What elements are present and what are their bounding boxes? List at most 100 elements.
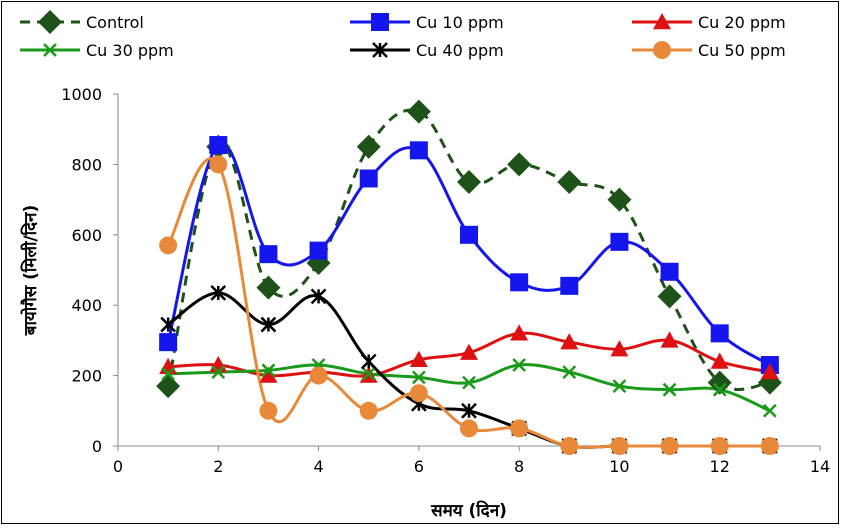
data-point — [507, 152, 532, 177]
legend-item: Cu 40 ppm — [350, 41, 504, 60]
data-point — [461, 402, 477, 419]
legend-marker — [43, 43, 57, 57]
series-line-1 — [166, 141, 771, 367]
data-point — [607, 187, 632, 212]
series-lines — [166, 108, 771, 449]
data-point — [256, 275, 281, 300]
x-tick-label: 2 — [213, 457, 223, 476]
data-point — [760, 363, 779, 380]
data-point — [259, 401, 278, 420]
data-point — [211, 365, 226, 379]
data-point — [760, 437, 779, 455]
data-point — [209, 136, 228, 155]
legend-marker — [653, 41, 671, 59]
data-point — [259, 245, 278, 264]
data-point — [612, 379, 627, 394]
data-point — [161, 366, 176, 381]
data-point — [457, 170, 481, 194]
legend-label: Cu 10 ppm — [416, 13, 504, 32]
data-point — [259, 366, 278, 383]
x-axis-label: समय (दिन) — [430, 500, 507, 521]
data-point — [557, 170, 582, 194]
x-tick-label: 4 — [313, 457, 323, 476]
data-point — [261, 363, 276, 378]
legend-label: Cu 30 ppm — [86, 41, 174, 60]
data-point — [210, 284, 227, 301]
series-line-0 — [166, 108, 771, 391]
legend-item: Cu 30 ppm — [20, 41, 174, 60]
x-tick-label: 12 — [710, 457, 730, 476]
x-tick-label: 10 — [609, 457, 629, 476]
legend-marker — [653, 13, 671, 30]
data-point — [562, 365, 577, 379]
legend-item: Cu 10 ppm — [350, 13, 504, 32]
data-point — [460, 343, 478, 360]
data-point — [610, 232, 629, 251]
y-ticks: 0 200 400 600 800 1000 — [61, 85, 118, 456]
x-tick-label: 8 — [514, 457, 524, 476]
data-point — [310, 288, 327, 305]
y-axis-label: बायोगैस (मिली/दिन) — [20, 205, 41, 336]
y-tick-label: 400 — [71, 296, 102, 315]
data-point — [356, 134, 381, 159]
legend-marker — [372, 42, 388, 58]
data-point — [510, 273, 529, 292]
data-point — [361, 366, 376, 381]
data-point — [710, 437, 729, 455]
legend-item: Control — [20, 10, 144, 34]
data-point — [712, 382, 727, 397]
data-point — [610, 437, 629, 455]
legend-label: Cu 50 ppm — [698, 41, 786, 60]
data-point — [510, 419, 529, 438]
data-point — [209, 155, 228, 174]
data-point — [462, 375, 476, 390]
y-tick-label: 1000 — [61, 85, 102, 104]
legend-item: Cu 20 ppm — [632, 13, 786, 32]
data-point — [156, 374, 181, 399]
legend-label: Control — [86, 13, 144, 32]
data-point — [409, 350, 428, 367]
data-point — [660, 331, 679, 348]
data-point — [360, 353, 377, 370]
data-point — [560, 437, 579, 455]
data-point — [409, 384, 428, 403]
x-tick-label: 14 — [810, 457, 830, 476]
data-point — [159, 236, 178, 255]
data-point — [710, 352, 729, 369]
data-point — [660, 437, 679, 455]
data-point — [657, 284, 682, 309]
data-point — [460, 419, 478, 438]
data-point — [411, 370, 426, 385]
y-tick-label: 200 — [71, 367, 102, 386]
legend-marker — [371, 13, 389, 31]
y-tick-label: 0 — [92, 437, 102, 456]
x-tick-label: 6 — [414, 457, 424, 476]
data-point — [359, 169, 378, 188]
legend-label: Cu 20 ppm — [698, 13, 786, 32]
data-point — [359, 401, 378, 420]
legend-marker — [38, 10, 62, 34]
data-point — [660, 262, 679, 281]
data-point — [260, 316, 277, 333]
data-point — [510, 324, 529, 341]
legend-label: Cu 40 ppm — [416, 41, 504, 60]
data-point — [309, 366, 328, 385]
data-point — [309, 241, 328, 260]
data-point — [762, 403, 777, 418]
data-point — [159, 333, 178, 352]
data-point — [512, 358, 527, 372]
data-point — [160, 316, 177, 333]
data-point — [460, 225, 478, 244]
data-point — [710, 324, 729, 343]
legend: Control Cu 10 ppm Cu 20 ppm Cu 30 ppm Cu 40 … — [20, 10, 786, 60]
data-point — [662, 382, 677, 397]
data-point — [610, 340, 629, 357]
x-tick-label: 0 — [113, 457, 123, 476]
data-point — [560, 333, 579, 350]
data-point — [707, 370, 732, 395]
legend-item: Cu 50 ppm — [632, 41, 786, 60]
data-point — [406, 99, 431, 124]
data-point — [409, 141, 428, 160]
